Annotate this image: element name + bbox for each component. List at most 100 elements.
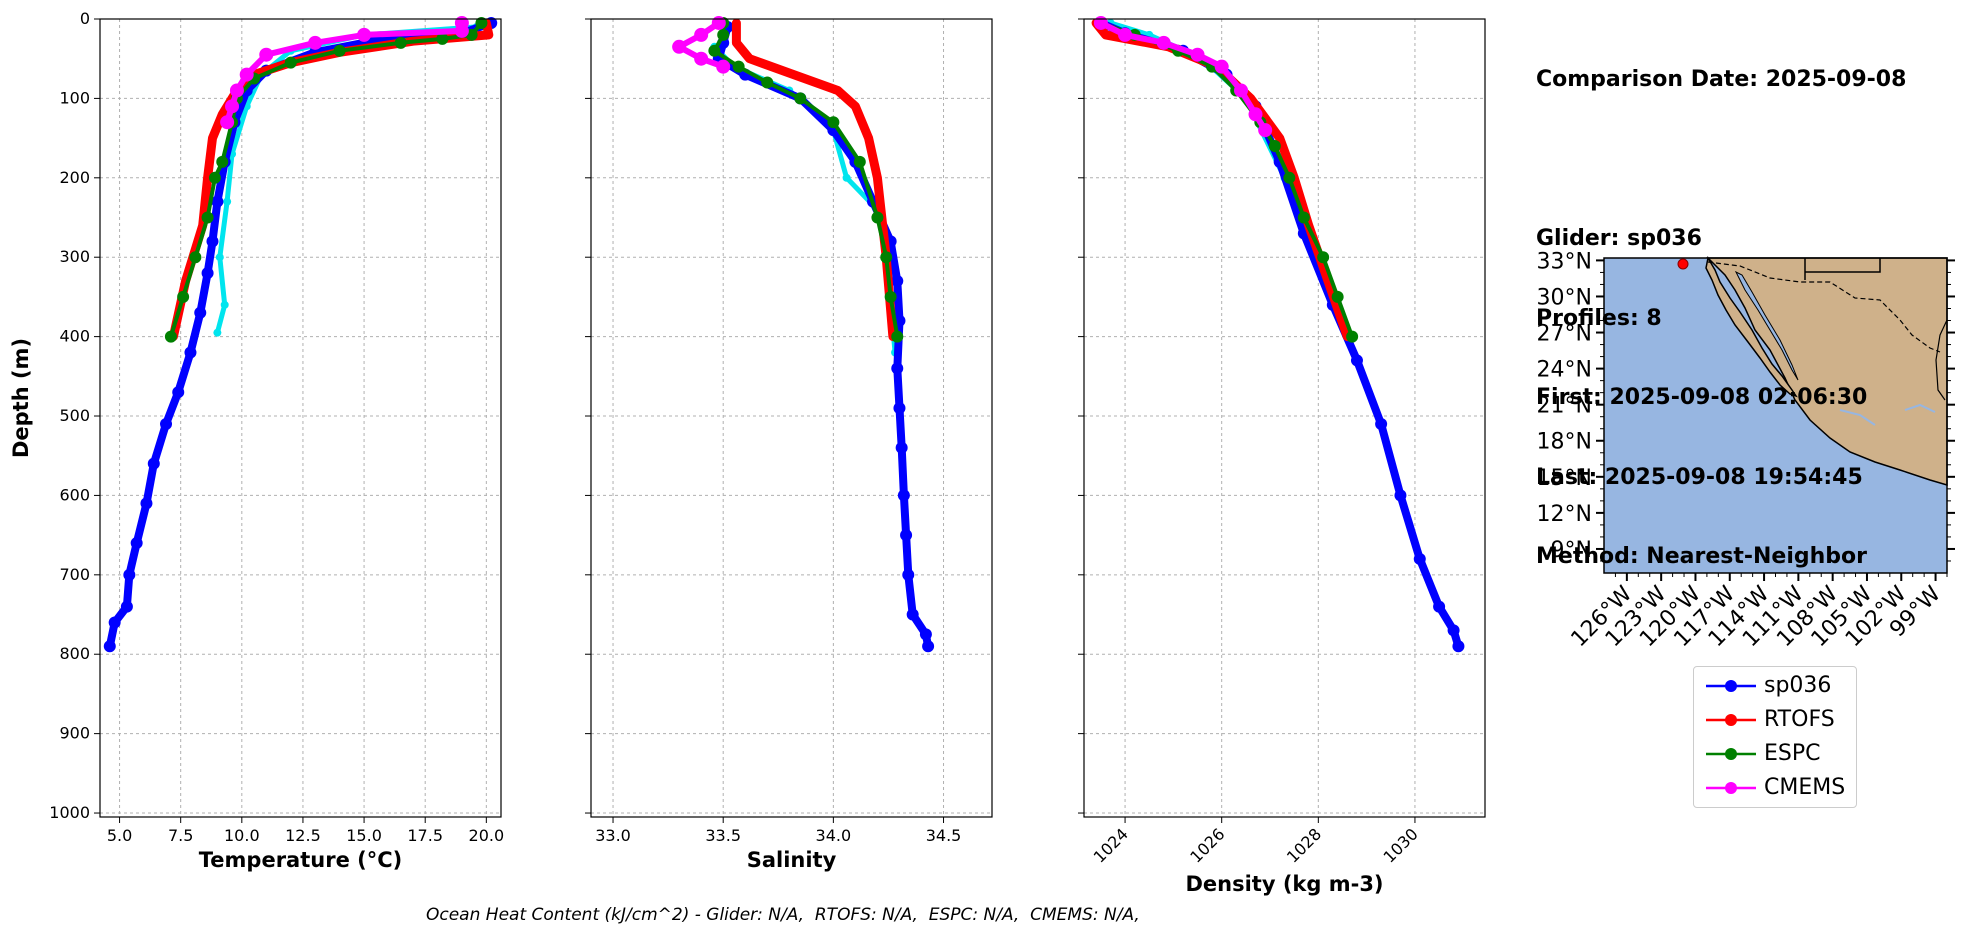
- profile-count: Profiles: 8: [1536, 305, 1662, 331]
- x-tick-label: 34.5: [926, 826, 962, 845]
- data-point: [1375, 417, 1388, 430]
- data-point: [1190, 47, 1205, 62]
- axes-frame-1: [590, 18, 993, 818]
- legend: sp036 RTOFS ESPC CMEMS: [1693, 666, 1857, 808]
- data-point: [1156, 35, 1171, 50]
- x-axis-label-0: Temperature (°C): [199, 848, 402, 872]
- x-tick-label: 1030: [1380, 824, 1422, 866]
- x-tick-label: 1024: [1090, 824, 1132, 866]
- map-coast-east: [1935, 319, 1948, 401]
- legend-swatch-cmems: [1706, 782, 1756, 794]
- data-point: [1248, 107, 1263, 122]
- data-point: [229, 83, 244, 98]
- data-point: [211, 195, 224, 208]
- data-point: [108, 616, 121, 629]
- data-point: [1317, 251, 1330, 264]
- data-point: [223, 197, 232, 206]
- data-point: [1346, 330, 1359, 343]
- method: Method: Nearest-Neighbor: [1536, 544, 1867, 569]
- x-tick-label: 5.0: [107, 826, 132, 845]
- data-point: [1268, 140, 1281, 153]
- data-point: [201, 267, 214, 280]
- x-tick-label: 34.0: [816, 826, 852, 845]
- data-point: [394, 36, 407, 49]
- data-point: [1331, 290, 1344, 303]
- legend-label-espc: ESPC: [1764, 741, 1821, 766]
- legend-swatch-espc: [1706, 748, 1756, 760]
- data-point: [172, 386, 185, 399]
- panel-0: 5.0 7.5 10.0 12.5 15.0 17.5 20.0 0 100 200 300 400 5…: [9, 9, 504, 872]
- data-point: [239, 67, 254, 82]
- ohc-footer: Ocean Heat Content (kJ/cm^2) - Glider: N…: [426, 905, 1140, 925]
- data-point: [893, 402, 906, 415]
- series-line: [1091, 18, 1352, 342]
- data-point: [827, 116, 840, 129]
- data-point: [922, 640, 935, 653]
- legend-label-rtofs: RTOFS: [1764, 707, 1835, 732]
- legend-item-sp036: sp036: [1694, 669, 1856, 703]
- map-river: [1839, 403, 1936, 426]
- y-tick-label: 900: [59, 724, 90, 743]
- legend-item-cmems: CMEMS: [1694, 771, 1856, 805]
- series-rtofs: [1091, 18, 1352, 342]
- x-tick-label: 33.5: [705, 826, 741, 845]
- series-sp036: [712, 20, 935, 653]
- y-tick-label: 200: [59, 168, 90, 187]
- y-tick-label: 800: [59, 644, 90, 663]
- data-point: [794, 92, 807, 105]
- data-point: [215, 253, 224, 262]
- legend-swatch-rtofs: [1706, 714, 1756, 726]
- data-point: [120, 600, 133, 613]
- data-point: [717, 28, 730, 41]
- data-point: [1452, 640, 1465, 653]
- data-point: [1283, 171, 1296, 184]
- data-point: [694, 27, 709, 42]
- data-point: [184, 346, 197, 359]
- series-line: [1108, 20, 1287, 181]
- data-point: [708, 44, 721, 57]
- data-point: [891, 275, 904, 288]
- data-point: [140, 497, 153, 510]
- data-point: [189, 251, 202, 264]
- map-border: [1707, 261, 1941, 353]
- data-point: [225, 99, 240, 114]
- axes-frame-2: [1083, 18, 1486, 818]
- data-point: [1234, 83, 1249, 98]
- map-border-us: [1804, 258, 1881, 280]
- y-axis-label: Depth (m): [9, 338, 33, 458]
- lat-label: 9°N: [1551, 538, 1592, 563]
- info-spacer: [1536, 147, 1906, 174]
- data-point: [259, 47, 274, 62]
- data-point: [880, 251, 893, 264]
- y-tick-label: 400: [59, 327, 90, 346]
- data-point: [201, 211, 214, 224]
- data-point: [871, 211, 884, 224]
- y-tick-label: 1000: [49, 803, 90, 822]
- data-point: [103, 640, 116, 653]
- series-line: [714, 22, 933, 651]
- data-point: [1433, 600, 1446, 613]
- map-land-mexico: [1706, 257, 1948, 487]
- data-point: [895, 441, 908, 454]
- data-point: [220, 300, 229, 309]
- x-tick-label: 7.5: [168, 826, 193, 845]
- panel-1: 33.0 33.5 34.0 34.5 Salinity: [585, 15, 993, 872]
- data-point: [1447, 624, 1460, 637]
- y-tick-label: 0: [80, 9, 90, 28]
- legend-item-rtofs: RTOFS: [1694, 703, 1856, 737]
- series-cmems: [220, 15, 469, 130]
- lat-label: 15°N: [1537, 466, 1592, 491]
- series-line: [731, 18, 898, 342]
- info-block: Comparison Date: 2025-09-08 Glider: sp03…: [1536, 14, 1906, 597]
- series-sp036: [1094, 16, 1465, 653]
- x-tick-label: 12.5: [285, 826, 321, 845]
- data-point: [164, 330, 177, 343]
- data-point: [160, 417, 173, 430]
- lat-label: 12°N: [1537, 502, 1592, 527]
- lat-label: 30°N: [1537, 285, 1592, 310]
- data-point: [216, 155, 229, 168]
- data-point: [177, 290, 190, 303]
- data-point: [475, 16, 488, 29]
- data-point: [672, 39, 687, 54]
